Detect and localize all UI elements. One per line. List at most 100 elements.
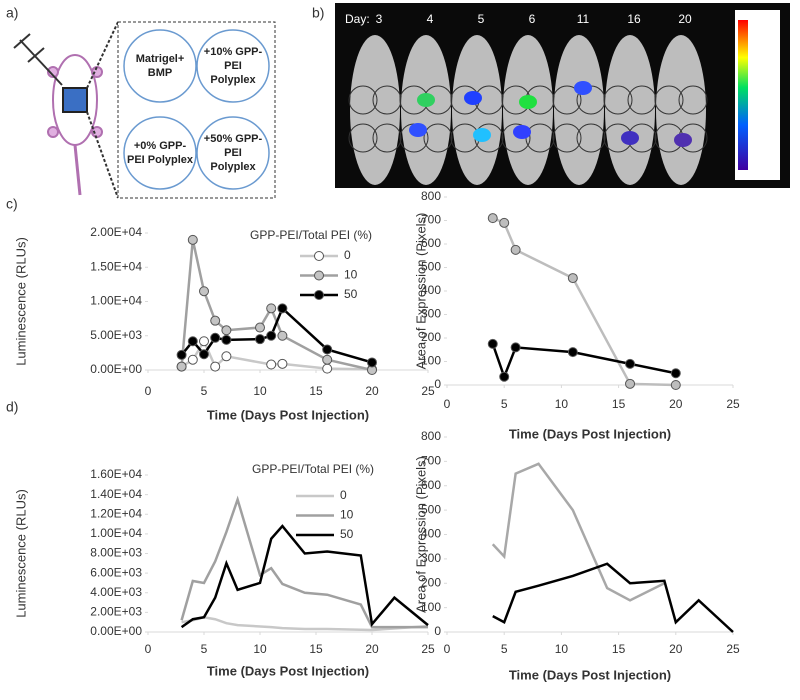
x-tick-label: 10	[253, 642, 267, 656]
roi	[501, 123, 531, 153]
y-tick-label: 8.00E+03	[90, 546, 142, 560]
panel-label: d)	[6, 399, 18, 415]
x-tick-label: 5	[501, 397, 508, 411]
marker	[255, 322, 265, 333]
well-label: BMP	[148, 67, 172, 79]
marker	[199, 286, 209, 297]
legend-label: 10	[344, 268, 358, 282]
well-label: +10% GPP-	[204, 46, 263, 58]
roi	[627, 85, 657, 115]
x-tick-label: 0	[444, 397, 451, 411]
y-tick-label: 400	[421, 283, 441, 297]
mouse	[401, 35, 451, 185]
roi	[423, 123, 453, 153]
marker	[322, 354, 333, 365]
marker	[567, 347, 578, 358]
mouse	[503, 35, 553, 185]
legend-label: 10	[340, 508, 354, 522]
day-number: 4	[427, 12, 434, 26]
marker	[187, 354, 198, 365]
well-label: PEI Polyplex	[127, 154, 194, 166]
y-tick-label: 500	[421, 502, 441, 516]
x-tick-label: 10	[555, 642, 569, 656]
signal	[574, 81, 592, 95]
well-label: +0% GPP-	[134, 140, 187, 152]
mouse	[554, 35, 604, 185]
marker	[210, 361, 221, 372]
well-circle	[196, 116, 270, 190]
marker	[510, 244, 521, 255]
y-tick-label: 0	[434, 624, 441, 638]
x-axis-title: Time (Days Post Injection)	[207, 663, 369, 678]
mouse-illustration	[13, 21, 119, 199]
signal	[519, 95, 537, 109]
mouse	[605, 35, 655, 185]
x-tick-label: 25	[726, 397, 740, 411]
signal	[674, 133, 692, 147]
roi	[552, 85, 582, 115]
marker	[266, 330, 277, 341]
series-line	[492, 216, 676, 387]
marker	[266, 359, 277, 370]
marker	[221, 334, 232, 345]
marker	[221, 325, 232, 336]
marker	[670, 380, 681, 390]
marker	[210, 315, 221, 326]
marker	[625, 358, 636, 369]
y-axis-title: Area of Expression (Pixels)	[413, 456, 428, 613]
mouse	[656, 35, 706, 185]
marker	[499, 371, 510, 382]
panel-label: c)	[6, 196, 18, 212]
y-tick-label: 5.00E+03	[90, 328, 142, 342]
marker	[210, 332, 221, 343]
panel-label: a)	[6, 5, 18, 21]
colorbar	[738, 20, 748, 170]
marker	[187, 234, 198, 245]
roi	[552, 123, 582, 153]
marker	[367, 357, 377, 368]
marker	[567, 273, 578, 284]
series-line	[492, 562, 734, 633]
x-tick-label: 25	[726, 642, 740, 656]
signal	[464, 91, 482, 105]
roi	[678, 85, 708, 115]
marker	[277, 303, 288, 314]
y-tick-label: 1.00E+04	[90, 294, 142, 308]
x-axis-title: Time (Days Post Injection)	[509, 667, 671, 682]
marker	[176, 361, 187, 372]
well-circle	[123, 116, 197, 190]
marker	[176, 349, 187, 360]
x-tick-label: 25	[421, 384, 435, 398]
x-tick-label: 15	[309, 642, 323, 656]
mouse	[452, 35, 502, 185]
marker	[487, 213, 498, 224]
marker	[199, 336, 209, 347]
x-tick-label: 5	[201, 384, 208, 398]
y-tick-label: 2.00E+03	[90, 605, 142, 619]
day-number: 3	[376, 12, 383, 26]
legend-label: 0	[340, 488, 347, 502]
x-tick-label: 0	[145, 642, 152, 656]
marker	[277, 330, 288, 341]
x-tick-label: 5	[501, 642, 508, 656]
roi	[372, 85, 402, 115]
day-number: 11	[577, 12, 590, 26]
y-tick-label: 600	[421, 236, 441, 250]
y-tick-label: 100	[421, 354, 441, 368]
roi	[372, 123, 402, 153]
day-label: Day:	[345, 12, 370, 26]
day-number: 6	[529, 12, 536, 26]
marker	[625, 378, 636, 389]
x-tick-label: 0	[444, 642, 451, 656]
x-tick-label: 10	[253, 384, 267, 398]
marker	[510, 342, 521, 353]
y-tick-label: 1.60E+04	[90, 467, 142, 481]
series-line	[180, 306, 373, 364]
y-tick-label: 500	[421, 260, 441, 274]
signal	[409, 123, 427, 137]
legend-label: 50	[340, 527, 354, 541]
marker	[199, 349, 209, 360]
x-tick-label: 15	[309, 384, 323, 398]
x-tick-label: 20	[365, 642, 379, 656]
